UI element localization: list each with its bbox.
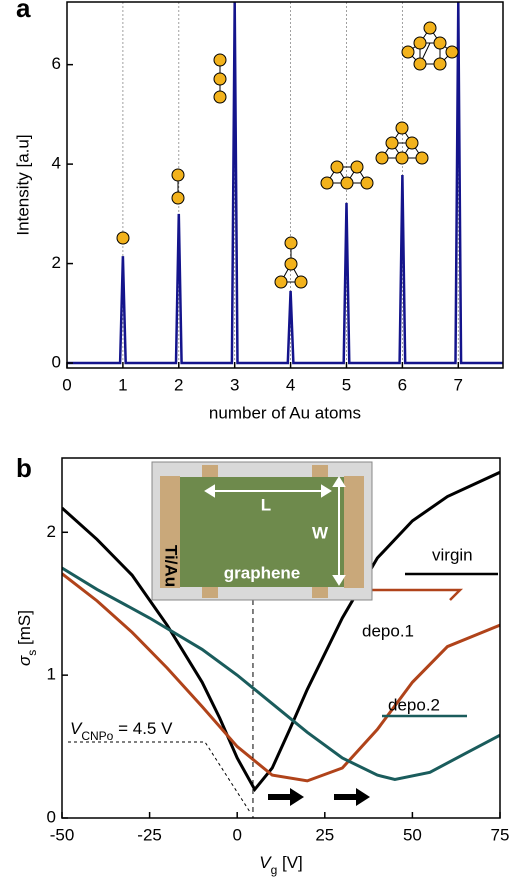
cnp-annotation-sub: CNPo <box>81 729 113 743</box>
cnp-pointer <box>68 741 251 813</box>
x-tick-label: 0 <box>232 825 241 844</box>
y-tick-label: 2 <box>52 253 61 272</box>
y-tick-label: 0 <box>47 807 56 826</box>
x-axis-label-rest: [V] <box>277 853 303 872</box>
cluster-icons <box>116 21 459 289</box>
y-tick-label: 4 <box>52 154 61 173</box>
y-tick-label: 1 <box>47 665 56 684</box>
x-axis-label-sub: g <box>271 863 278 877</box>
cnp-annotation-rest: = 4.5 V <box>113 719 173 738</box>
series-label: depo.2 <box>388 695 440 714</box>
x-tick-label: 3 <box>230 375 239 394</box>
cnp-annotation: VCNPo = 4.5 V <box>70 719 173 743</box>
x-tick-label: 7 <box>454 375 463 394</box>
series-line <box>62 566 500 781</box>
x-tick-label: -25 <box>137 825 162 844</box>
panel-label: b <box>16 453 32 483</box>
series-label: depo.1 <box>362 621 414 640</box>
series-line <box>62 470 500 793</box>
x-tick-label: 6 <box>398 375 407 394</box>
inset-label: W <box>312 523 329 542</box>
x-tick-label: 0 <box>62 375 71 394</box>
y-tick-label: 0 <box>52 353 61 372</box>
plot-frame <box>66 1 504 369</box>
x-axis-label-main: V <box>259 853 272 872</box>
y-tick-label: 6 <box>52 54 61 73</box>
series-line <box>62 572 500 783</box>
x-axis-label: number of Au atoms <box>209 403 361 422</box>
series-label: virgin <box>432 545 473 564</box>
x-tick-label: 1 <box>118 375 127 394</box>
y-axis-label: Intensity [a.u] <box>13 134 32 235</box>
x-tick-label: 2 <box>174 375 183 394</box>
y-axis-label-sub: s <box>25 650 39 656</box>
x-tick-label: 5 <box>342 375 351 394</box>
inset-label: Ti/Au <box>162 545 181 587</box>
shift-arrows <box>268 788 370 806</box>
series-label-leader <box>365 588 464 601</box>
x-tick-label: 4 <box>286 375 295 394</box>
x-tick-label: 50 <box>403 825 422 844</box>
inset-label: graphene <box>224 563 301 582</box>
y-axis-label: σs [mS] <box>15 610 39 666</box>
inset-label: L <box>261 495 271 514</box>
series-line <box>67 2 503 365</box>
x-tick-label: 75 <box>491 825 510 844</box>
plot-frame <box>61 457 501 819</box>
x-tick-label: -50 <box>50 825 75 844</box>
y-axis-label-main: σ <box>15 655 34 666</box>
device-inset: L W Ti/Au graphene <box>151 461 373 601</box>
panel-label: a <box>16 0 31 23</box>
cnp-annotation-main: V <box>70 719 83 738</box>
y-tick-label: 2 <box>47 522 56 541</box>
x-tick-label: 25 <box>315 825 334 844</box>
y-axis-label-rest: [mS] <box>15 610 34 650</box>
x-axis-label: Vg [V] <box>259 853 303 877</box>
